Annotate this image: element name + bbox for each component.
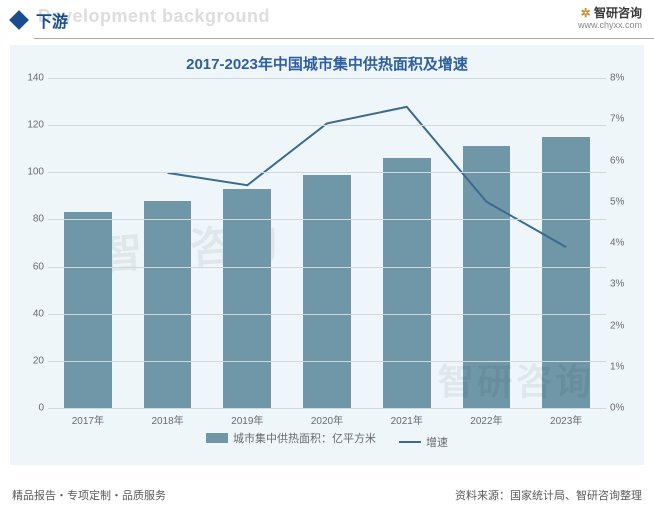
chart-container: 2017-2023年中国城市集中供热面积及增速 智研咨询 2017年2018年2… [10, 45, 644, 465]
gridline [48, 78, 606, 79]
x-tick-label: 2021年 [391, 412, 423, 427]
footer-left: 精品报告・专项定制・品质服务 [12, 487, 166, 503]
gridline [48, 314, 606, 315]
y2-tick-label: 1% [610, 361, 634, 372]
header-bg-text: Development background [38, 6, 270, 27]
y2-tick-label: 2% [610, 320, 634, 331]
y1-tick-label: 80 [20, 214, 44, 225]
brand-block: ✲ 智研咨询 www.chyxx.com [578, 6, 642, 31]
gridline [48, 267, 606, 268]
x-tick-label: 2023年 [550, 412, 582, 427]
gridline [48, 408, 606, 409]
y2-tick-label: 6% [610, 155, 634, 166]
y1-tick-label: 120 [20, 120, 44, 131]
legend-bar-label: 城市集中供热面积：亿平方米 [233, 430, 376, 446]
x-tick-label: 2020年 [311, 412, 343, 427]
gridline [48, 219, 606, 220]
y2-tick-label: 8% [610, 73, 634, 84]
legend-line-label: 增速 [426, 434, 448, 450]
y1-tick-label: 100 [20, 167, 44, 178]
y2-tick-label: 3% [610, 279, 634, 290]
gridline [48, 125, 606, 126]
header-divider [34, 38, 654, 39]
brand-name: ✲ 智研咨询 [578, 6, 642, 20]
y2-tick-label: 5% [610, 196, 634, 207]
x-labels: 2017年2018年2019年2020年2021年2022年2023年 [48, 78, 606, 408]
y1-tick-label: 0 [20, 403, 44, 414]
header: Development background 下游 ✲ 智研咨询 www.chy… [0, 0, 654, 36]
gridline [48, 172, 606, 173]
y1-tick-label: 20 [20, 355, 44, 366]
legend-line: 增速 [399, 434, 448, 450]
x-tick-label: 2018年 [151, 412, 183, 427]
legend: 城市集中供热面积：亿平方米 增速 [18, 430, 636, 450]
y1-tick-label: 140 [20, 73, 44, 84]
plot-area: 2017年2018年2019年2020年2021年2022年2023年 0204… [48, 78, 606, 408]
x-tick-label: 2019年 [231, 412, 263, 427]
y2-tick-label: 0% [610, 403, 634, 414]
legend-bar: 城市集中供热面积：亿平方米 [206, 430, 376, 446]
legend-bar-swatch [206, 433, 228, 443]
diamond-icon [9, 10, 29, 30]
y1-tick-label: 40 [20, 308, 44, 319]
x-tick-label: 2017年 [72, 412, 104, 427]
footer: 精品报告・专项定制・品质服务 资料来源：国家统计局、智研咨询整理 [0, 487, 654, 503]
brand-url: www.chyxx.com [578, 20, 642, 31]
legend-line-swatch [399, 441, 421, 443]
x-tick-label: 2022年 [470, 412, 502, 427]
y1-tick-label: 60 [20, 261, 44, 272]
chart-title: 2017-2023年中国城市集中供热面积及增速 [18, 53, 636, 74]
y2-tick-label: 7% [610, 114, 634, 125]
section-label: 下游 [36, 8, 68, 32]
y2-tick-label: 4% [610, 238, 634, 249]
footer-right: 资料来源：国家统计局、智研咨询整理 [455, 487, 642, 503]
gridline [48, 361, 606, 362]
